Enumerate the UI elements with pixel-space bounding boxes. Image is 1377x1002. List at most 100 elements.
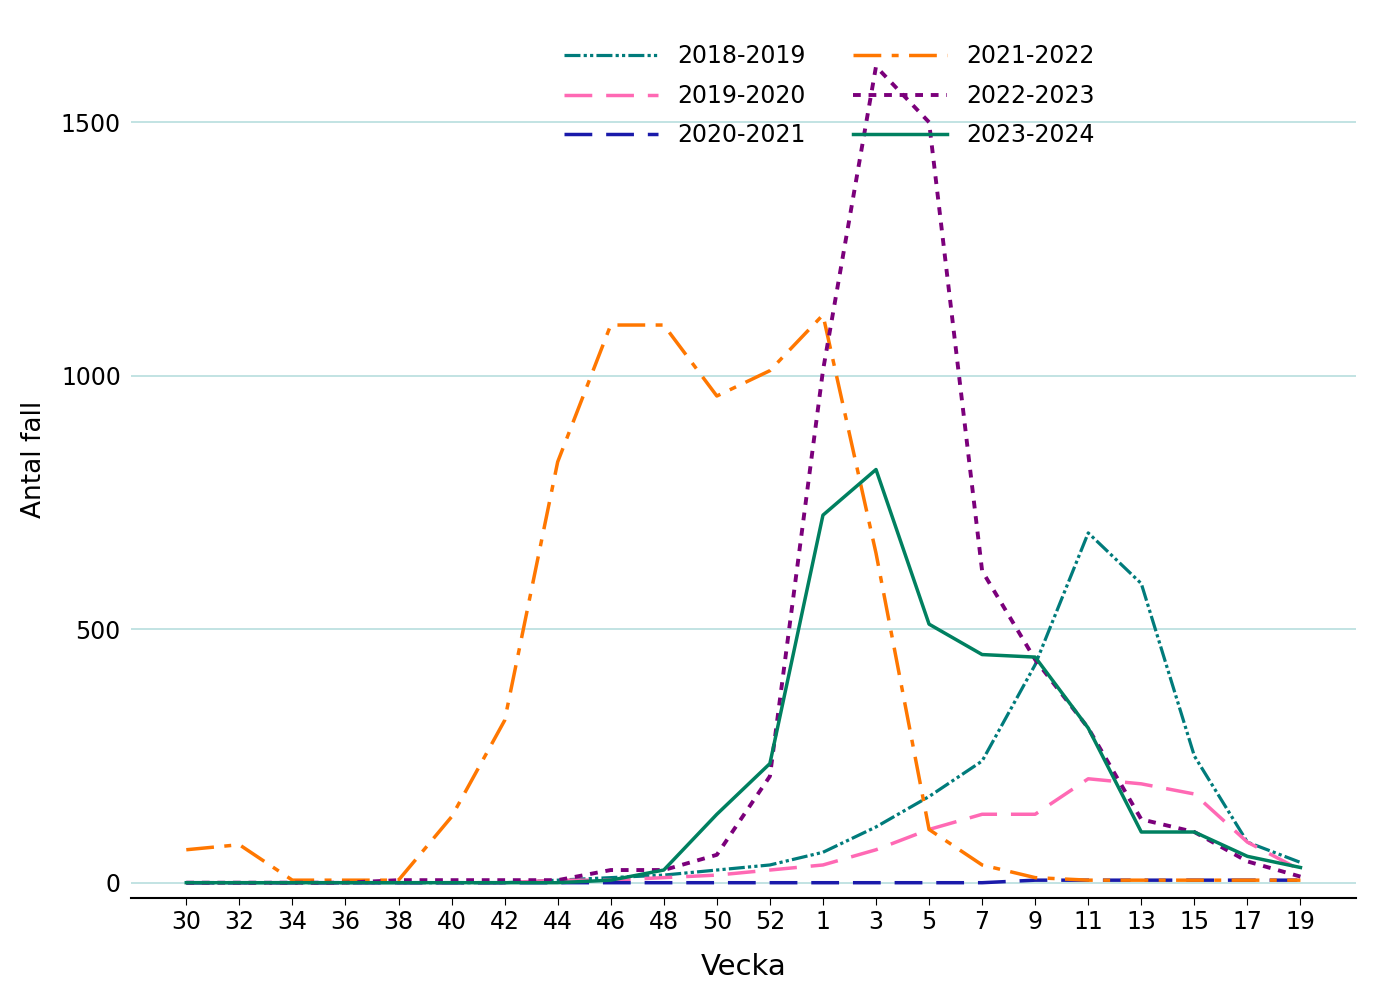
2020-2021: [1133, 874, 1150, 886]
2018-2019: [231, 877, 248, 889]
2018-2019: [868, 821, 884, 833]
2023-2024: [284, 877, 300, 889]
2019-2020: [1133, 778, 1150, 790]
2019-2020: [1186, 788, 1202, 800]
2021-2022: [231, 839, 248, 851]
2018-2019: [1239, 836, 1256, 848]
2019-2020: [974, 809, 990, 821]
2023-2024: [231, 877, 248, 889]
2022-2023: [815, 365, 832, 377]
2023-2024: [603, 874, 620, 886]
2018-2019: [761, 859, 778, 871]
2023-2024: [1027, 651, 1044, 663]
Line: 2021-2022: 2021-2022: [186, 315, 1300, 880]
2023-2024: [761, 758, 778, 770]
2022-2023: [1292, 871, 1308, 883]
2019-2020: [655, 872, 672, 884]
2023-2024: [337, 877, 354, 889]
2021-2022: [709, 390, 726, 402]
2018-2019: [655, 869, 672, 881]
2018-2019: [496, 877, 512, 889]
2022-2023: [549, 874, 566, 886]
2020-2021: [390, 877, 406, 889]
2019-2020: [868, 844, 884, 856]
2018-2019: [178, 877, 194, 889]
2020-2021: [921, 877, 938, 889]
Line: 2020-2021: 2020-2021: [186, 880, 1300, 883]
2021-2022: [1239, 874, 1256, 886]
Legend: 2018-2019, 2019-2020, 2020-2021, 2021-2022, 2022-2023, 2023-2024: 2018-2019, 2019-2020, 2020-2021, 2021-20…: [552, 33, 1106, 159]
2019-2020: [549, 874, 566, 886]
2020-2021: [815, 877, 832, 889]
2019-2020: [1239, 836, 1256, 848]
2023-2024: [709, 809, 726, 821]
Line: 2018-2019: 2018-2019: [186, 533, 1300, 883]
2019-2020: [1292, 864, 1308, 876]
2021-2022: [868, 547, 884, 559]
2023-2024: [549, 877, 566, 889]
2022-2023: [231, 877, 248, 889]
2019-2020: [231, 877, 248, 889]
2023-2024: [1239, 851, 1256, 863]
2023-2024: [868, 464, 884, 476]
2023-2024: [974, 648, 990, 660]
2022-2023: [709, 849, 726, 861]
2020-2021: [974, 877, 990, 889]
2023-2024: [390, 877, 406, 889]
2019-2020: [921, 824, 938, 836]
2022-2023: [761, 771, 778, 783]
2018-2019: [974, 756, 990, 768]
2022-2023: [868, 60, 884, 72]
2018-2019: [284, 877, 300, 889]
2020-2021: [231, 877, 248, 889]
2022-2023: [496, 874, 512, 886]
2018-2019: [1027, 658, 1044, 670]
2022-2023: [1133, 814, 1150, 826]
2018-2019: [337, 877, 354, 889]
2018-2019: [1080, 527, 1096, 539]
2018-2019: [390, 877, 406, 889]
2021-2022: [815, 309, 832, 321]
2020-2021: [1027, 874, 1044, 886]
2021-2022: [178, 844, 194, 856]
2023-2024: [1186, 826, 1202, 838]
2022-2023: [655, 864, 672, 876]
2021-2022: [974, 859, 990, 871]
2023-2024: [655, 864, 672, 876]
2019-2020: [709, 869, 726, 881]
2018-2019: [1186, 749, 1202, 762]
2018-2019: [443, 877, 460, 889]
2020-2021: [1239, 874, 1256, 886]
2021-2022: [1292, 874, 1308, 886]
2022-2023: [1239, 856, 1256, 868]
2018-2019: [709, 864, 726, 876]
2022-2023: [337, 877, 354, 889]
2019-2020: [337, 877, 354, 889]
2022-2023: [443, 874, 460, 886]
2018-2019: [1133, 577, 1150, 589]
2022-2023: [178, 877, 194, 889]
2021-2022: [603, 319, 620, 331]
2020-2021: [443, 877, 460, 889]
2019-2020: [443, 877, 460, 889]
2021-2022: [1186, 874, 1202, 886]
2022-2023: [1186, 826, 1202, 838]
2019-2020: [178, 877, 194, 889]
2019-2020: [1027, 809, 1044, 821]
2018-2019: [549, 874, 566, 886]
2022-2023: [284, 877, 300, 889]
2020-2021: [284, 877, 300, 889]
2018-2019: [603, 872, 620, 884]
2023-2024: [496, 877, 512, 889]
Y-axis label: Antal fall: Antal fall: [21, 401, 47, 518]
2021-2022: [1027, 872, 1044, 884]
2020-2021: [761, 877, 778, 889]
2023-2024: [1080, 722, 1096, 734]
Line: 2022-2023: 2022-2023: [186, 66, 1300, 883]
2019-2020: [284, 877, 300, 889]
2021-2022: [390, 874, 406, 886]
2019-2020: [761, 864, 778, 876]
2021-2022: [496, 714, 512, 726]
Line: 2019-2020: 2019-2020: [186, 779, 1300, 883]
2019-2020: [603, 874, 620, 886]
